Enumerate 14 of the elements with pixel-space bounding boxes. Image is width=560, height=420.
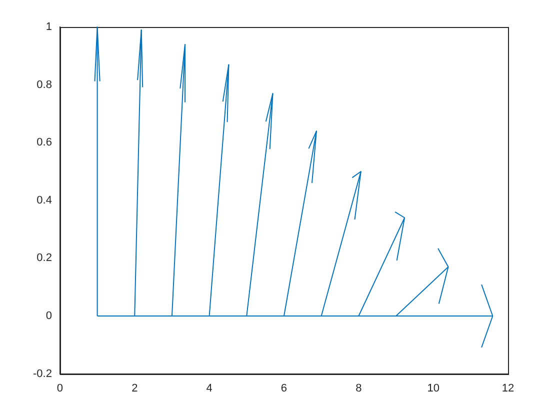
y-tick-label: 0.4 xyxy=(36,194,52,206)
y-tick-label: 1 xyxy=(46,21,52,34)
y-tick-label: 0.2 xyxy=(36,252,52,264)
y-tick-label: 0 xyxy=(46,310,52,322)
x-tick-label: 2 xyxy=(132,382,138,394)
y-tick-label: 0.8 xyxy=(36,78,52,91)
x-tick-label: 0 xyxy=(56,382,64,394)
x-tick-label: 8 xyxy=(356,382,362,394)
x-tick-label: 6 xyxy=(280,382,288,394)
y-tick-label: 0.6 xyxy=(36,136,52,149)
x-tick-label: 4 xyxy=(206,382,212,394)
y-tick-label: -0.2 xyxy=(32,368,52,380)
x-tick-label: 12 xyxy=(502,382,514,394)
x-tick-label: 10 xyxy=(427,382,440,394)
